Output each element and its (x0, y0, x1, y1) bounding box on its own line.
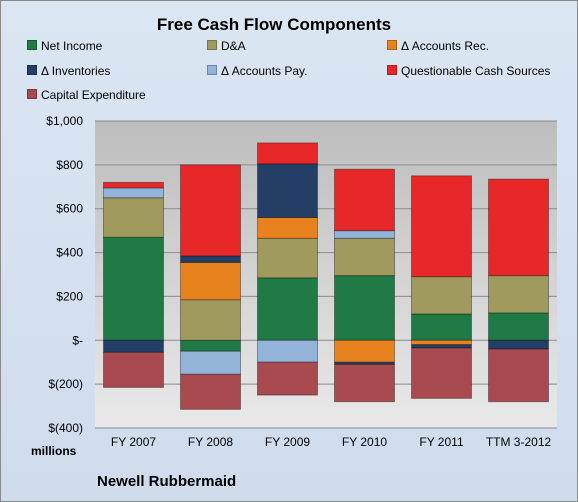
bar-segment (257, 216, 318, 239)
legend-item: Questionable Cash Sources (387, 64, 550, 78)
bar-segment (334, 237, 395, 277)
legend-label: Δ Accounts Pay. (221, 64, 308, 78)
bar-segment (257, 142, 318, 165)
legend-swatch (207, 65, 217, 75)
bar-segment (334, 275, 395, 341)
legend-label: Δ Accounts Rec. (401, 39, 490, 53)
legend-swatch (207, 40, 217, 50)
bar-segment (103, 339, 164, 353)
legend-swatch (387, 40, 397, 50)
bar-segment (180, 255, 241, 263)
legend-item: Δ Accounts Pay. (207, 64, 308, 78)
y-tick-label: $(200) (48, 377, 83, 391)
x-tick-label: TTM 3-2012 (486, 435, 552, 449)
bar-segment (180, 164, 241, 257)
bar-segment (488, 275, 549, 314)
y-tick-label: $600 (56, 202, 83, 216)
bar-segment (334, 363, 395, 403)
legend-item: Δ Accounts Rec. (387, 39, 489, 53)
y-tick-label: $400 (56, 246, 83, 260)
bar-segment (103, 187, 164, 199)
bar-segment (411, 344, 472, 349)
company-name: Newell Rubbermaid (97, 473, 237, 490)
legend-label: Capital Expenditure (41, 88, 146, 102)
y-tick-label: $- (72, 333, 83, 347)
bar-segment (180, 339, 241, 352)
y-tick-label: $200 (56, 289, 83, 303)
bar-segment (180, 261, 241, 301)
legend-label: Net Income (41, 39, 103, 53)
legend-swatch (387, 65, 397, 75)
bar-segment (257, 339, 318, 363)
bar-segment (103, 181, 164, 189)
bar-segment (411, 276, 472, 315)
bar-segment (411, 347, 472, 399)
bar-segment (488, 339, 549, 350)
legend-item: Net Income (27, 39, 102, 53)
legend-item: Δ Inventories (27, 64, 110, 78)
bar-segment (488, 348, 549, 403)
bar-segment (257, 361, 318, 396)
legend-swatch (27, 89, 37, 99)
plot-background (95, 121, 557, 428)
bar-segment (257, 163, 318, 218)
bar-segment (180, 350, 241, 375)
bar-segment (411, 313, 472, 341)
legend-label: D&A (221, 39, 246, 53)
bar-segment (334, 168, 395, 232)
x-tick-label: FY 2008 (188, 435, 233, 449)
chart-title: Free Cash Flow Components (156, 15, 392, 34)
legend-label: Questionable Cash Sources (401, 64, 551, 78)
legend-swatch (27, 40, 37, 50)
bar-segment (488, 178, 549, 277)
legend-swatch (27, 65, 37, 75)
bar-segment (257, 277, 318, 341)
bar-segment (411, 339, 472, 346)
bar-segment (488, 312, 549, 341)
bar-segment (334, 230, 395, 239)
bar-segment (103, 197, 164, 238)
legend-label: Δ Inventories (41, 64, 111, 78)
bar-segment (180, 373, 241, 410)
bar-segment (180, 299, 241, 341)
y-tick-label: $(400) (48, 421, 83, 435)
bar-segment (411, 175, 472, 278)
x-tick-label: FY 2011 (419, 435, 464, 449)
legend-item: D&A (207, 39, 246, 53)
legend-item: Capital Expenditure (27, 88, 146, 102)
bar-segment (103, 351, 164, 388)
y-tick-label: $800 (56, 158, 83, 172)
x-tick-label: FY 2009 (265, 435, 310, 449)
y-tick-label: $1,000 (46, 114, 83, 128)
x-tick-label: FY 2010 (342, 435, 387, 449)
y-axis-label: millions (31, 444, 77, 458)
bar-segment (257, 237, 318, 279)
bar-segment (103, 236, 164, 341)
x-tick-label: FY 2007 (111, 435, 156, 449)
bar-segment (334, 339, 395, 363)
